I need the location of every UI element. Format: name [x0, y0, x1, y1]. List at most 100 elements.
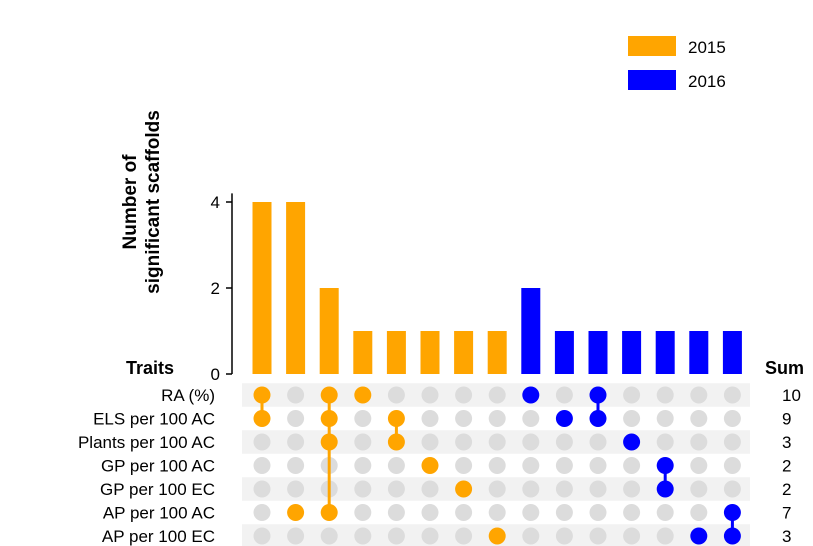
- matrix-dot-active: [656, 457, 674, 474]
- matrix-dot-inactive: [354, 527, 372, 545]
- trait-label: GP per 100 EC: [100, 480, 215, 499]
- matrix-dot-active: [723, 527, 741, 545]
- matrix-dot-inactive: [690, 410, 708, 427]
- y-axis-label-line1: Number of: [120, 154, 141, 250]
- matrix-dot-inactive: [690, 457, 708, 474]
- matrix-dot-active: [723, 504, 741, 521]
- matrix-dot-active: [690, 527, 708, 545]
- matrix-dot-inactive: [522, 480, 540, 498]
- matrix-dot-inactive: [253, 527, 271, 545]
- matrix-dot-active: [320, 504, 338, 521]
- matrix-dot-inactive: [354, 480, 372, 498]
- matrix-dot-inactive: [421, 527, 439, 545]
- matrix-dot-inactive: [656, 410, 674, 427]
- matrix-dot-active: [656, 480, 674, 498]
- matrix-dot-inactive: [287, 480, 305, 498]
- matrix-dot-inactive: [421, 386, 439, 404]
- matrix-dot-inactive: [455, 527, 473, 545]
- matrix-dot-inactive: [656, 504, 674, 521]
- matrix-dot-inactive: [320, 527, 338, 545]
- matrix-dot-inactive: [354, 504, 372, 521]
- sum-value: 9: [782, 410, 791, 429]
- matrix-dot-active: [253, 410, 271, 427]
- matrix-dot-inactive: [690, 504, 708, 521]
- bar: [386, 331, 406, 374]
- matrix-dot-inactive: [354, 457, 372, 474]
- matrix-dot-inactive: [656, 527, 674, 545]
- y-ticks: 0 2 4: [211, 193, 232, 384]
- matrix-dot-inactive: [555, 457, 573, 474]
- matrix-dot-inactive: [522, 433, 540, 451]
- matrix-dot-inactive: [455, 504, 473, 521]
- matrix-dot-active: [320, 410, 338, 427]
- matrix-dot-inactive: [488, 386, 506, 404]
- sum-value: 10: [782, 386, 801, 405]
- legend-label-2016: 2016: [688, 72, 726, 91]
- matrix-dot-inactive: [488, 457, 506, 474]
- matrix-dot-inactive: [589, 527, 607, 545]
- matrix-dot-inactive: [623, 480, 641, 498]
- trait-labels: RA (%) ELS per 100 AC Plants per 100 AC GP …: [78, 386, 215, 546]
- matrix-dot-active: [387, 410, 405, 427]
- matrix-dot-inactive: [488, 433, 506, 451]
- legend-swatch-2016: [628, 70, 676, 90]
- matrix-dots: [253, 386, 741, 545]
- bar: [588, 331, 608, 374]
- matrix-dot-inactive: [387, 457, 405, 474]
- trait-label: Plants per 100 AC: [78, 433, 215, 452]
- y-axis-label-line2: significant scaffolds: [143, 110, 164, 294]
- matrix-dot-inactive: [623, 457, 641, 474]
- matrix-dot-inactive: [723, 410, 741, 427]
- sum-value: 7: [782, 504, 791, 523]
- trait-label: RA (%): [161, 386, 215, 405]
- matrix-dot-inactive: [253, 457, 271, 474]
- matrix-dot-active: [320, 386, 338, 404]
- legend-swatch-2015: [628, 36, 676, 56]
- matrix-dot-active: [589, 410, 607, 427]
- legend: 2015 2016: [628, 36, 726, 91]
- matrix-dot-inactive: [623, 386, 641, 404]
- matrix-dot-inactive: [723, 433, 741, 451]
- matrix-dot-inactive: [589, 433, 607, 451]
- matrix-dot-active: [555, 410, 573, 427]
- matrix-dot-inactive: [455, 457, 473, 474]
- bar: [487, 331, 507, 374]
- bar: [420, 331, 440, 374]
- trait-label: AP per 100 EC: [102, 527, 215, 546]
- matrix-dot-inactive: [555, 504, 573, 521]
- matrix-dot-inactive: [253, 433, 271, 451]
- y-tick-label: 2: [211, 279, 220, 298]
- sum-value: 2: [782, 457, 791, 476]
- sum-labels: 10 9 3 2 2 7 3: [782, 386, 801, 546]
- matrix-dot-inactive: [623, 504, 641, 521]
- bar: [689, 331, 709, 374]
- matrix-dot-inactive: [488, 480, 506, 498]
- trait-label: AP per 100 AC: [103, 504, 215, 523]
- bar: [252, 202, 272, 374]
- matrix-dot-active: [623, 433, 641, 451]
- matrix-dot-inactive: [421, 504, 439, 521]
- bar: [622, 331, 642, 374]
- matrix-dot-inactive: [690, 480, 708, 498]
- matrix-dot-inactive: [589, 504, 607, 521]
- matrix-dot-inactive: [723, 457, 741, 474]
- matrix-dot-inactive: [421, 433, 439, 451]
- matrix-dot-inactive: [589, 480, 607, 498]
- matrix-dot-inactive: [555, 527, 573, 545]
- matrix-dot-inactive: [354, 410, 372, 427]
- matrix-dot-inactive: [253, 504, 271, 521]
- matrix-dot-inactive: [623, 410, 641, 427]
- matrix-dot-inactive: [387, 480, 405, 498]
- bar: [286, 202, 306, 374]
- bar: [521, 288, 541, 374]
- matrix-dot-inactive: [488, 410, 506, 427]
- sum-value: 3: [782, 433, 791, 452]
- sum-value: 3: [782, 527, 791, 546]
- matrix-dot-inactive: [690, 433, 708, 451]
- matrix-dot-inactive: [555, 386, 573, 404]
- y-tick-label: 4: [211, 193, 220, 212]
- matrix-dot-active: [320, 433, 338, 451]
- matrix-dot-inactive: [287, 410, 305, 427]
- matrix-dot-inactive: [455, 410, 473, 427]
